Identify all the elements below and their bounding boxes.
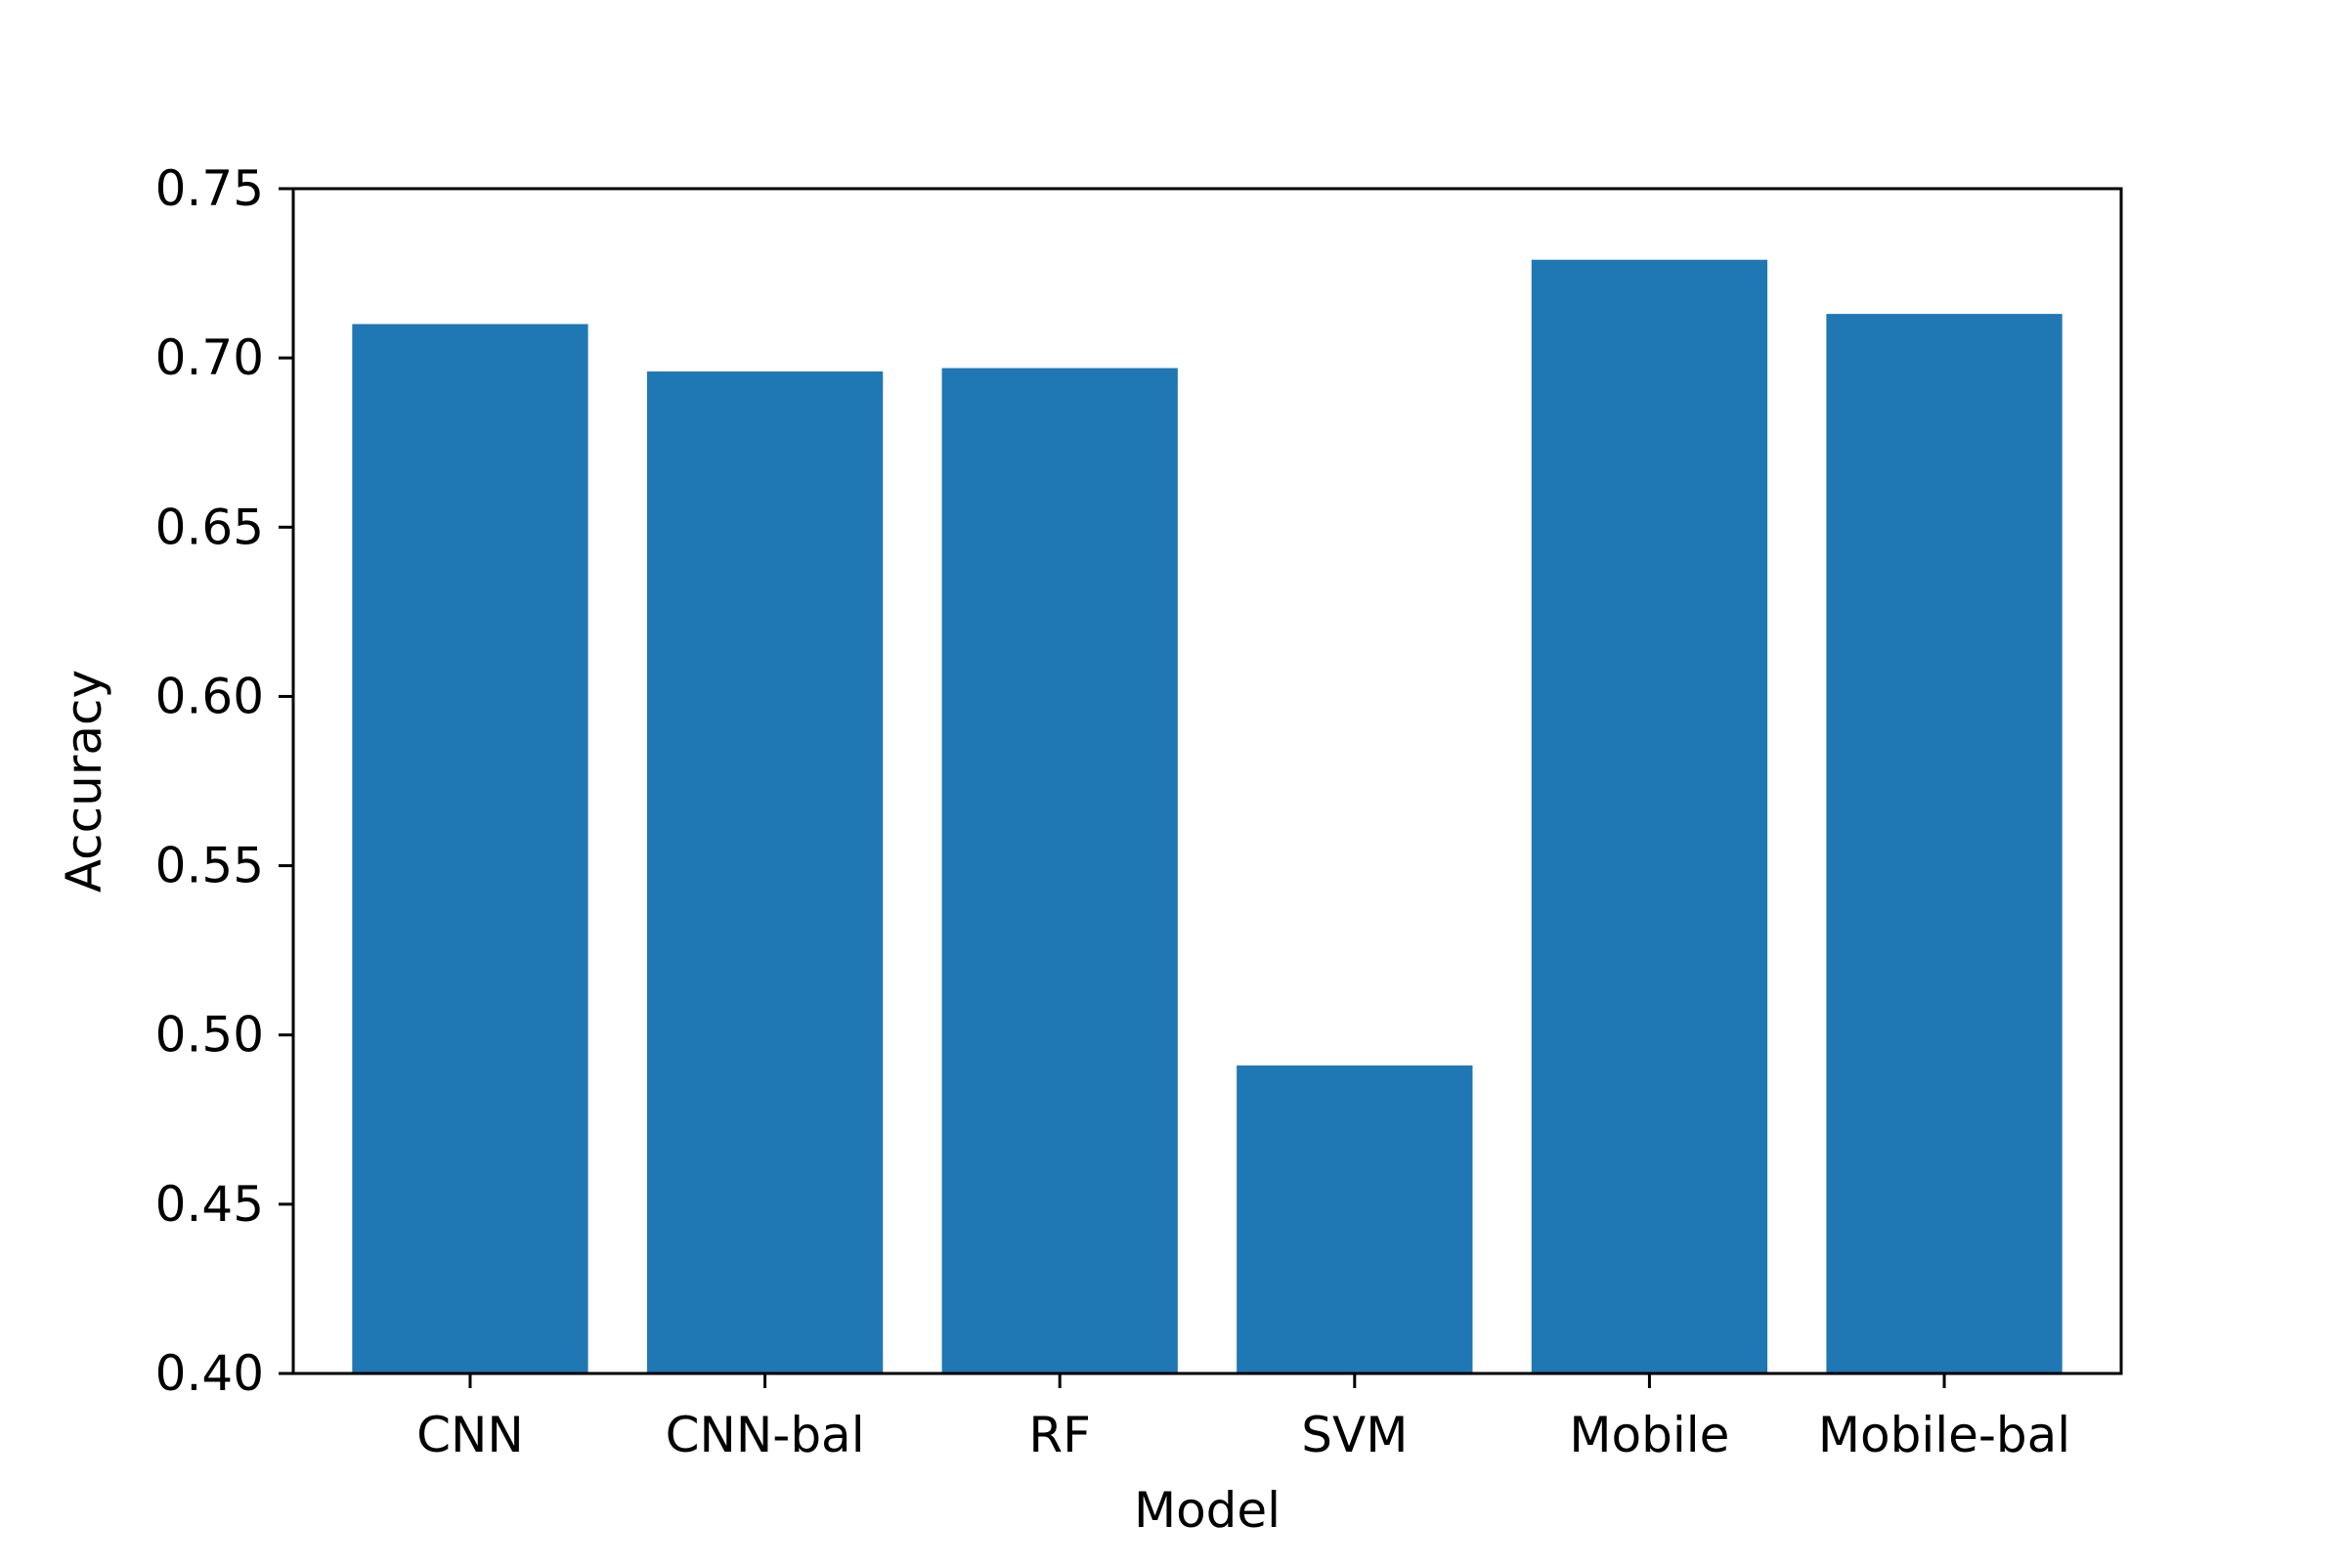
y-tick-label: 0.40 — [155, 1345, 264, 1402]
bar-cnn-bal — [646, 370, 884, 1374]
bar-svm — [1237, 1065, 1473, 1373]
bar-mobile — [1531, 259, 1768, 1374]
y-tick-label: 0.70 — [155, 329, 264, 386]
bar-mobile-bal — [1826, 314, 2063, 1373]
bar-cnn — [352, 324, 588, 1373]
bars-layer — [352, 259, 2063, 1374]
y-tick-label: 0.50 — [155, 1007, 264, 1064]
y-tick-label: 0.65 — [155, 499, 264, 555]
y-axis-label: Accuracy — [56, 670, 112, 893]
x-tick-label-mobile-bal: Mobile-bal — [1818, 1407, 2070, 1463]
x-tick-label-svm: SVM — [1301, 1407, 1408, 1463]
x-tick-label-cnn-bal: CNN-bal — [666, 1407, 865, 1463]
y-tick-label: 0.55 — [155, 838, 264, 894]
x-tick-label-cnn: CNN — [416, 1407, 524, 1463]
bar-rf — [941, 368, 1178, 1373]
x-axis: CNN CNN-bal RF SVM Mobile Mobile-bal — [416, 1373, 2070, 1463]
y-tick-label: 0.60 — [155, 668, 264, 724]
x-axis-label: Model — [1134, 1482, 1281, 1539]
x-tick-label-rf: RF — [1028, 1407, 1091, 1463]
y-axis: 0.40 0.45 0.50 0.55 0.60 0.65 0.70 0.75 — [155, 160, 293, 1402]
y-tick-label: 0.75 — [155, 160, 264, 217]
x-tick-label-mobile: Mobile — [1569, 1407, 1729, 1463]
plot-frame — [291, 187, 2123, 1375]
y-tick-label: 0.45 — [155, 1176, 264, 1233]
